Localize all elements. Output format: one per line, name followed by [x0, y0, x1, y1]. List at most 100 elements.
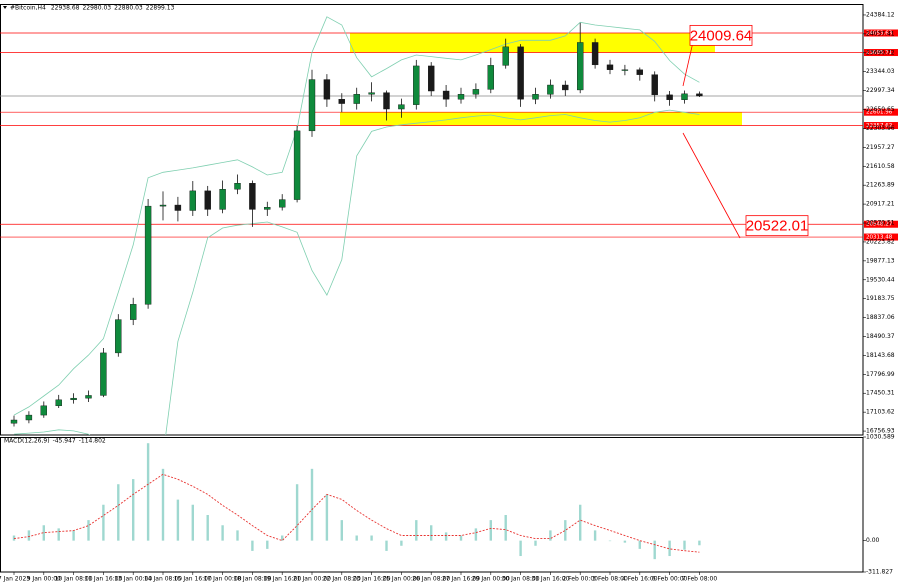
macd-bar	[564, 520, 567, 541]
candle-body	[666, 94, 673, 100]
candle-body	[368, 92, 375, 95]
ohlc-value: 22938.68	[51, 5, 80, 12]
arrow-line	[682, 132, 741, 239]
y-tick-label: 20570.51	[866, 220, 895, 227]
menu-triangle	[3, 6, 7, 9]
candle-body	[144, 205, 152, 305]
candle-body	[562, 84, 569, 91]
x-tick-label: 29 Jan 00:00	[472, 576, 510, 583]
candle-body	[55, 399, 62, 407]
level-tag	[864, 122, 898, 130]
x-tick-label: 3 Feb 08:00	[592, 576, 628, 583]
macd-bar	[519, 540, 522, 557]
annotation-box	[745, 215, 809, 237]
macd-bar	[400, 540, 403, 546]
level-tag	[864, 220, 898, 228]
y-tick-label: 24384.12	[866, 11, 895, 18]
candle-body	[681, 93, 688, 100]
candle-body	[115, 319, 122, 354]
candle-body	[129, 304, 137, 320]
macd-bar	[459, 535, 463, 541]
candle-body	[85, 395, 92, 399]
y-tick-label: 17103.62	[866, 409, 895, 416]
y-tick-label: 19530.44	[866, 276, 895, 283]
macd-bar	[340, 520, 343, 541]
chart-title: #Bitcoin,H4	[10, 5, 46, 12]
x-tick-label: 4 Feb 16:00	[622, 576, 658, 583]
macd-bar	[251, 540, 254, 551]
macd-bar	[549, 530, 552, 541]
macd-bar	[146, 443, 150, 541]
macd-bar	[310, 468, 314, 541]
level-tag-label: 20548.27	[866, 222, 893, 228]
candle-body	[338, 99, 345, 104]
x-tick-label: 17 Jan 00:00	[204, 576, 242, 583]
candle-body	[547, 84, 554, 95]
candle-body	[398, 104, 405, 110]
x-tick-label: 15 Jan 16:00	[174, 576, 212, 583]
macd-bar	[281, 535, 284, 541]
level-tag-label: 22601.96	[866, 110, 893, 116]
macd-bar	[579, 504, 582, 541]
arrow-line	[682, 41, 694, 87]
x-tick-label: 22 Jan 08:00	[323, 576, 361, 583]
x-tick-label: 9 Jan 00:00	[27, 576, 61, 583]
candle-body	[159, 204, 167, 207]
y-tick-label: 22303.96	[866, 125, 895, 132]
main-plot	[0, 16, 863, 435]
y-tick-label: 22650.65	[866, 106, 895, 113]
y-tick-label: 24037.41	[866, 30, 895, 37]
candle-body	[204, 190, 211, 210]
macd-bar	[191, 504, 194, 541]
y-tick-label: 18837.06	[866, 314, 895, 321]
candle-body	[353, 94, 360, 104]
candle-body	[25, 414, 33, 421]
macd-panel	[0, 437, 864, 573]
zone	[350, 32, 715, 53]
x-tick-label: 6 Feb 00:00	[652, 576, 688, 583]
macd-bar	[42, 525, 45, 541]
y-tick-label: 21957.27	[866, 144, 895, 151]
macd-bar	[57, 528, 60, 541]
macd-signal	[13, 473, 700, 553]
macd-bar	[325, 494, 329, 541]
level-tag	[864, 108, 898, 116]
macd-signal-value: -114.802	[79, 438, 106, 445]
macd-bar	[236, 530, 239, 541]
macd-bar	[206, 514, 209, 541]
macd-bar	[415, 520, 418, 541]
macd-bar	[72, 530, 75, 541]
y-tick-label: 21263.89	[866, 182, 895, 189]
macd-bar	[132, 479, 135, 541]
candle-body	[413, 65, 420, 105]
candle-body	[174, 204, 182, 211]
macd-bar	[534, 540, 537, 546]
y-tick-label: 20917.21	[866, 201, 895, 208]
bollinger-band	[13, 16, 700, 416]
macd-plot	[12, 443, 701, 560]
x-tick-label: 30 Jan 08:00	[502, 576, 540, 583]
level-tag	[864, 233, 898, 241]
candle-body	[621, 69, 629, 71]
candle-body	[532, 94, 539, 100]
y-tick-label: 23690.72	[866, 49, 895, 56]
macd-title: MACD(12,26,9)	[4, 438, 50, 445]
y-tick-label: 23344.03	[866, 68, 895, 75]
macd-bar	[489, 520, 492, 541]
macd-bar	[370, 535, 373, 541]
macd-value: -45.947	[53, 438, 76, 445]
x-tick-label: 21 Jan 00:00	[293, 576, 331, 583]
candle-body	[234, 183, 241, 190]
macd-bar	[683, 540, 686, 550]
y-tick-label: -311.827	[866, 569, 893, 576]
candle-body	[219, 189, 226, 210]
macd-bar	[12, 535, 16, 541]
macd-bar	[653, 540, 656, 560]
candle-body	[308, 79, 316, 132]
x-tick-label: 7 Feb 08:00	[682, 576, 718, 583]
ohlc-value: 22880.03	[114, 5, 143, 12]
x-tick-label: 13 Jan 00:00	[114, 576, 152, 583]
x-tick-label: 10 Jan 08:00	[55, 576, 93, 583]
macd-bar	[87, 520, 90, 541]
annotation-box	[689, 24, 753, 46]
